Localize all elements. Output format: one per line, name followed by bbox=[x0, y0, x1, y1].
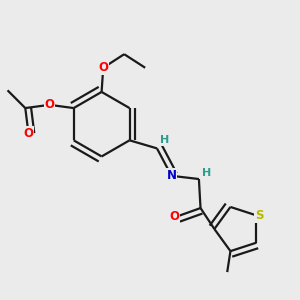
Text: O: O bbox=[98, 61, 108, 74]
Text: N: N bbox=[167, 169, 176, 182]
Text: S: S bbox=[255, 209, 264, 222]
Text: O: O bbox=[169, 210, 179, 223]
Text: H: H bbox=[160, 135, 170, 145]
Text: O: O bbox=[44, 98, 55, 111]
Text: O: O bbox=[23, 128, 34, 140]
Text: H: H bbox=[202, 168, 212, 178]
